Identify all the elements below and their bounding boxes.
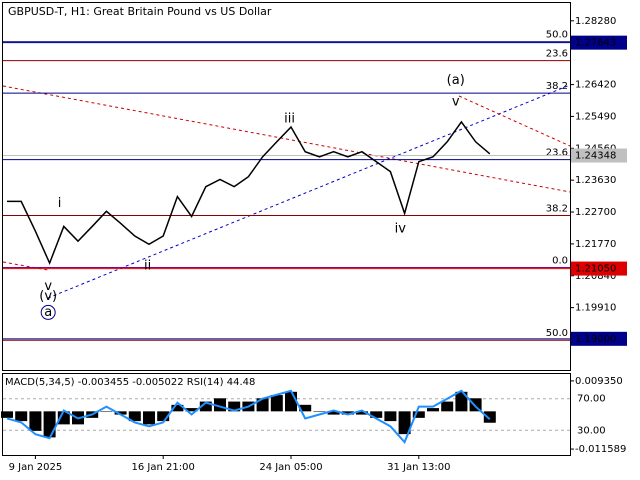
rsi-line — [6, 389, 491, 445]
macd-bar — [100, 411, 113, 412]
y-tick-label: -0.011589 — [575, 444, 626, 455]
macd-bar — [299, 404, 312, 412]
fib-label: 50.0 — [546, 328, 568, 339]
price-marker — [571, 35, 627, 50]
trend-line — [458, 95, 571, 147]
y-tick-label: 1.26420 — [575, 80, 616, 91]
y-tick-label: 1.23630 — [575, 175, 616, 186]
macd-bar — [228, 401, 241, 412]
fib-label: 38.2 — [546, 203, 568, 214]
y-tick-label: 1.19910 — [575, 303, 616, 314]
wave-label: iv — [395, 222, 407, 237]
price-marker — [571, 331, 627, 346]
macd-bar — [128, 411, 141, 422]
indicator-title: MACD(5,34,5) -0.003455 -0.005022 RSI(14)… — [5, 377, 255, 388]
macd-bar — [185, 408, 198, 412]
macd-bar — [341, 411, 354, 415]
macd-bar — [157, 411, 170, 422]
macd-bar — [327, 411, 340, 415]
y-tick-label: 1.28280 — [575, 16, 616, 27]
y-tick-label: 0.009350 — [575, 376, 623, 387]
y-tick-label: 1.21770 — [575, 239, 616, 250]
price-line — [7, 120, 491, 266]
macd-bar — [171, 404, 184, 412]
y2-tick-label: 30.00 — [577, 425, 606, 436]
wave-label: ii — [144, 258, 151, 273]
y-tick-label: 1.20840 — [575, 271, 616, 282]
x-tick-label: 9 Jan 2025 — [9, 462, 63, 473]
fib-label: 50.0 — [546, 30, 568, 41]
price-marker — [571, 148, 627, 163]
macd-bar — [356, 411, 368, 415]
price-marker-label: 1.24348 — [575, 151, 616, 162]
wave-circle — [40, 304, 56, 320]
wave-label: iii — [284, 112, 295, 127]
macd-bar — [412, 411, 425, 418]
macd-bar — [15, 411, 28, 422]
wave-label: v — [452, 95, 460, 110]
macd-bar — [427, 408, 439, 412]
y2-tick-label: 70.00 — [577, 394, 606, 405]
x-tick-label: 24 Jan 05:00 — [259, 462, 322, 473]
wave-label: (v) — [39, 289, 57, 304]
price-marker-label: 1.21050 — [575, 264, 616, 275]
y-tick-label: 1.22700 — [575, 207, 616, 218]
y-tick-label: 1.25490 — [575, 111, 616, 122]
macd-bar — [441, 401, 454, 412]
macd-bar — [29, 411, 42, 431]
macd-bar — [313, 411, 326, 412]
fib-label: 38.2 — [546, 81, 568, 92]
price-marker-label: 1.19000 — [575, 334, 616, 345]
macd-bar — [384, 411, 397, 422]
macd-bar — [199, 401, 212, 412]
wave-label: i — [58, 196, 62, 211]
macd-bar — [1, 411, 13, 418]
macd-bar — [398, 411, 411, 435]
trend-line — [2, 85, 571, 193]
wave-label: v — [44, 279, 52, 294]
fib-label: 0.0 — [552, 256, 568, 267]
price-marker-label: 1.27643 — [575, 38, 616, 49]
macd-bar — [256, 398, 269, 412]
wave-label: (a) — [447, 73, 465, 88]
macd-bar — [483, 411, 496, 423]
chart-title: GBPUSD-T, H1: Great Britain Pound vs US … — [8, 5, 272, 18]
macd-bar — [43, 411, 56, 438]
price-marker — [571, 261, 627, 276]
fib-label: 23.6 — [546, 49, 568, 60]
x-tick-label: 31 Jan 13:00 — [387, 462, 450, 473]
fib-label: 23.6 — [546, 148, 568, 159]
macd-bar — [285, 391, 297, 412]
wave-label: a — [44, 305, 52, 320]
macd-bar — [114, 411, 127, 415]
macd-bar — [455, 391, 468, 412]
x-tick-label: 16 Jan 21:00 — [132, 462, 195, 473]
macd-bar — [370, 411, 383, 418]
macd-bar — [143, 411, 155, 425]
main-frame — [2, 2, 571, 371]
macd-bar — [270, 395, 283, 412]
trend-line — [47, 84, 571, 299]
